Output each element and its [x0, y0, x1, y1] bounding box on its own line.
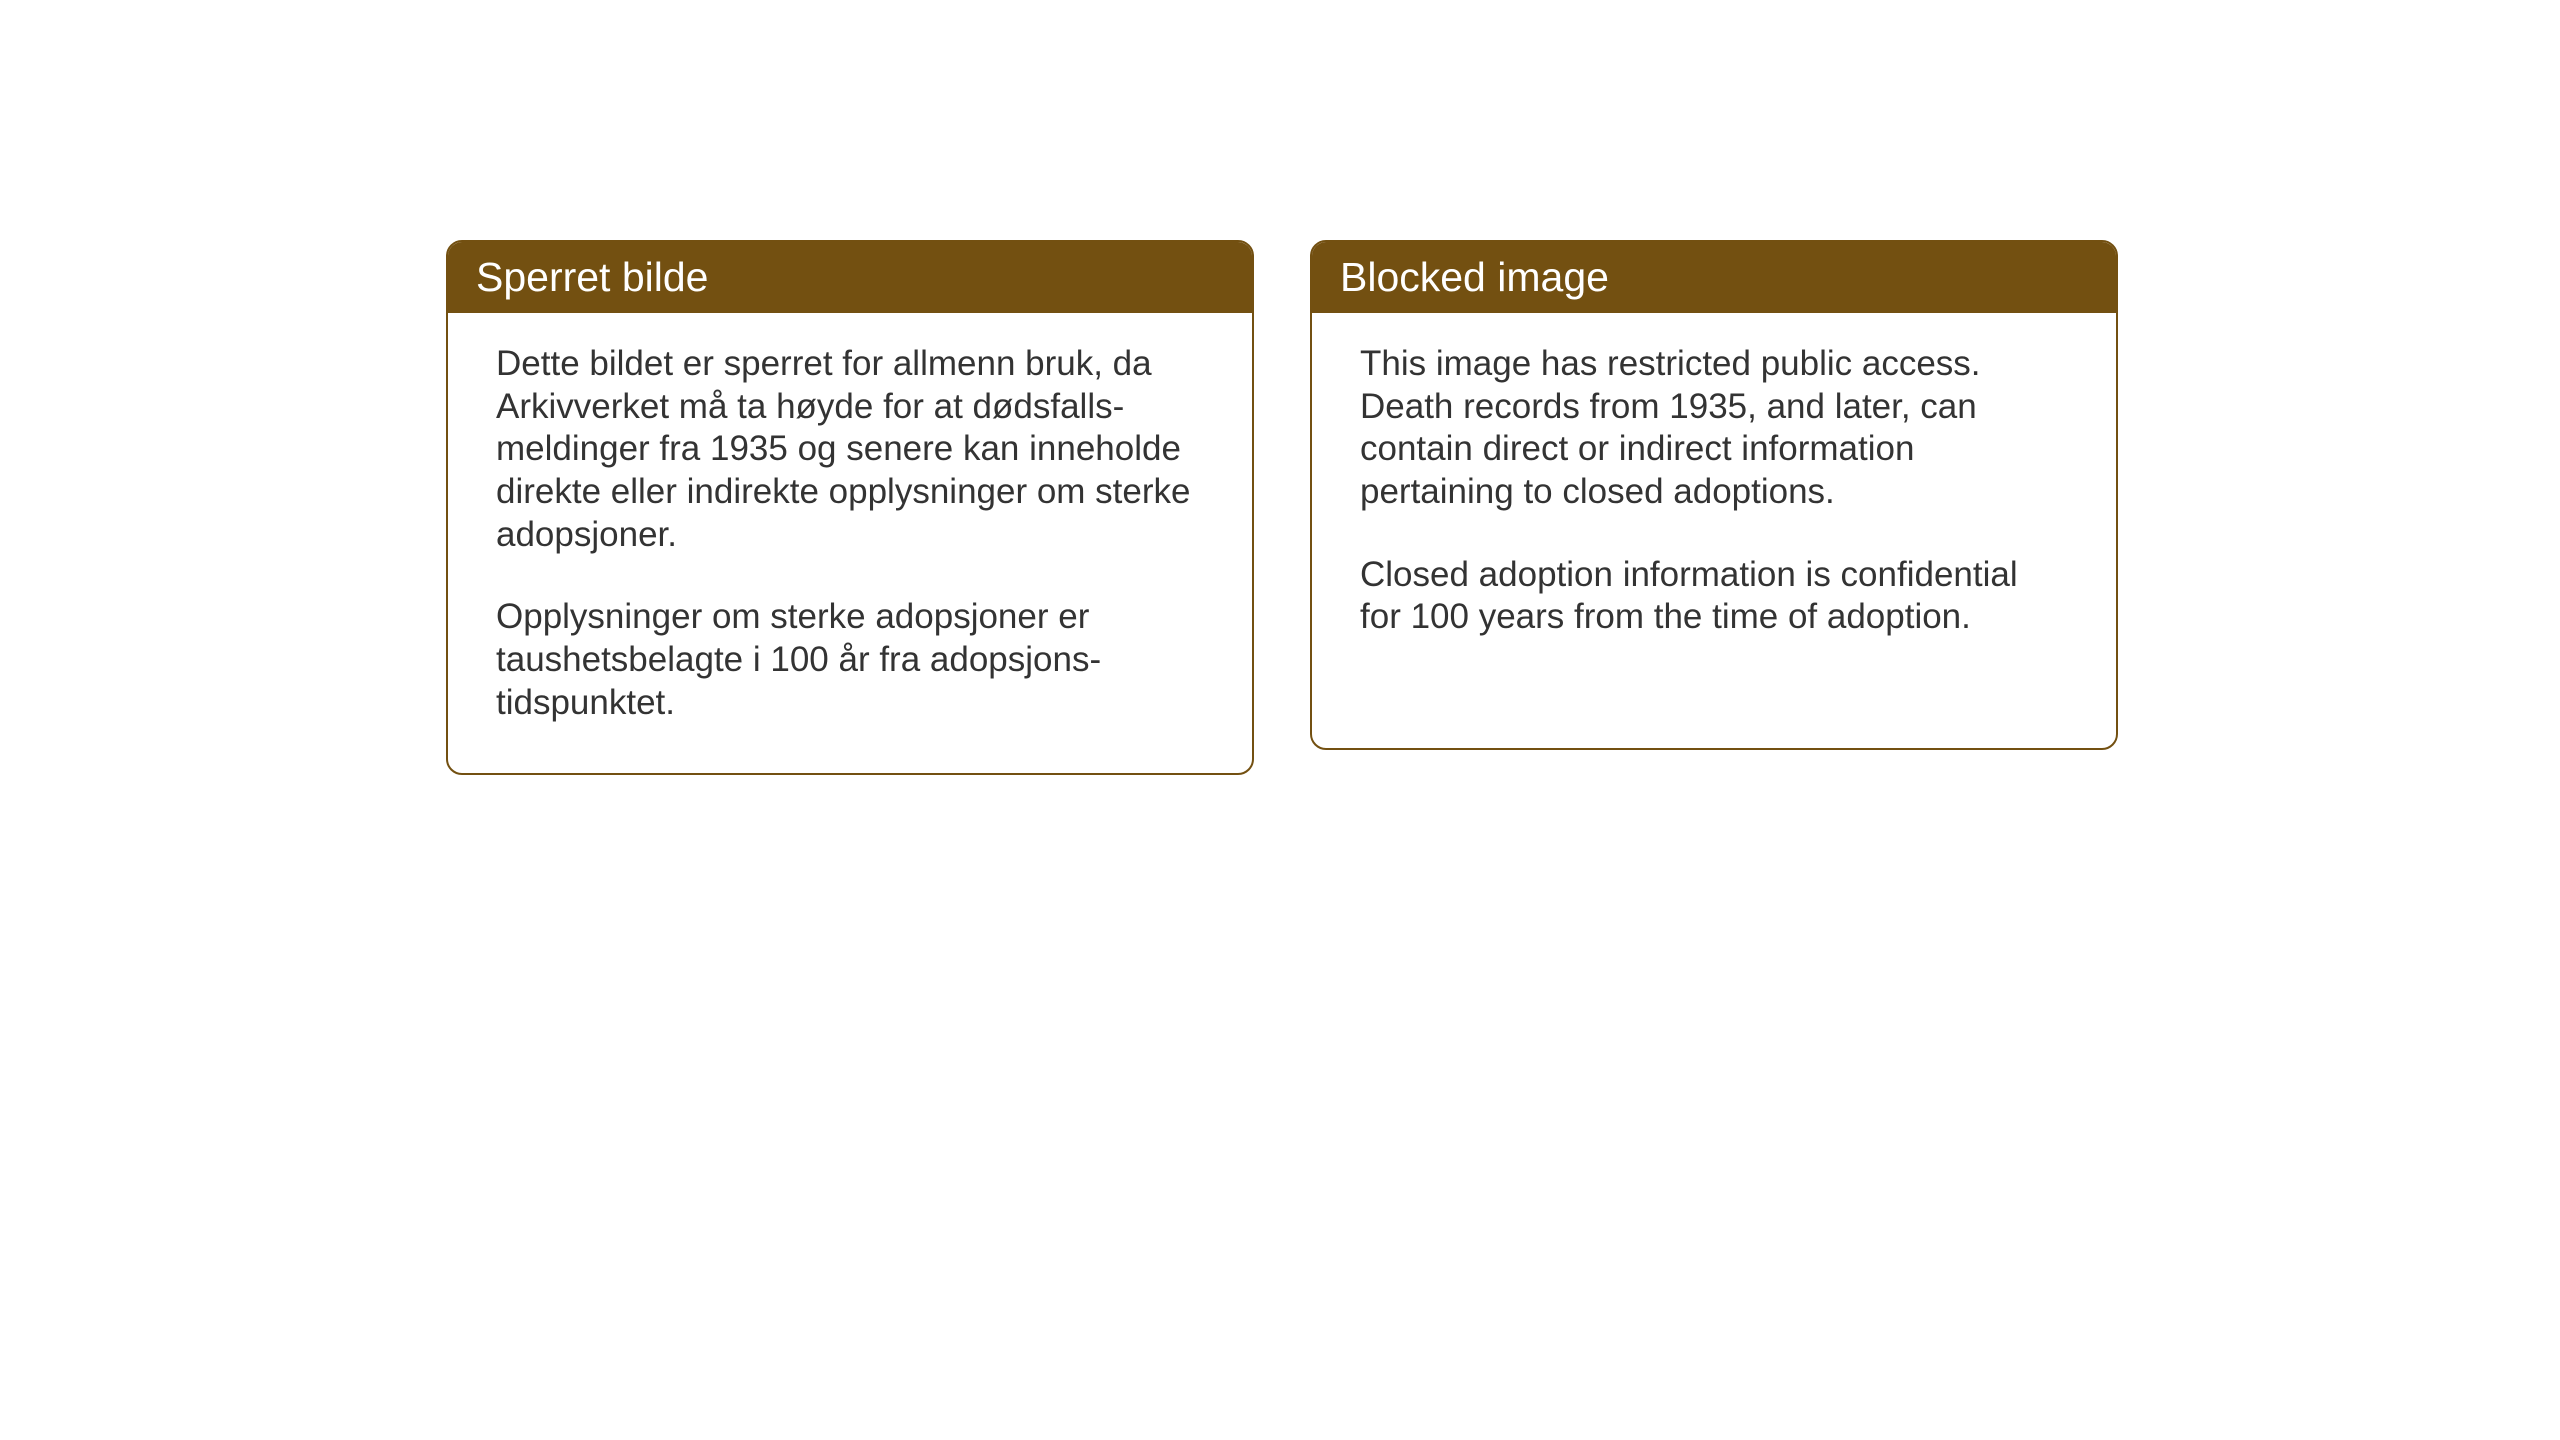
english-paragraph-2: Closed adoption information is confident… [1360, 554, 2068, 639]
english-notice-card: Blocked image This image has restricted … [1310, 240, 2118, 750]
english-paragraph-1: This image has restricted public access.… [1360, 343, 2068, 514]
norwegian-paragraph-2: Opplysninger om sterke adopsjoner er tau… [496, 596, 1204, 724]
norwegian-paragraph-1: Dette bildet er sperret for allmenn bruk… [496, 343, 1204, 556]
english-card-body: This image has restricted public access.… [1312, 313, 2116, 687]
norwegian-card-body: Dette bildet er sperret for allmenn bruk… [448, 313, 1252, 773]
english-card-title: Blocked image [1312, 242, 2116, 313]
norwegian-card-title: Sperret bilde [448, 242, 1252, 313]
norwegian-notice-card: Sperret bilde Dette bildet er sperret fo… [446, 240, 1254, 775]
notice-cards-container: Sperret bilde Dette bildet er sperret fo… [446, 240, 2118, 775]
